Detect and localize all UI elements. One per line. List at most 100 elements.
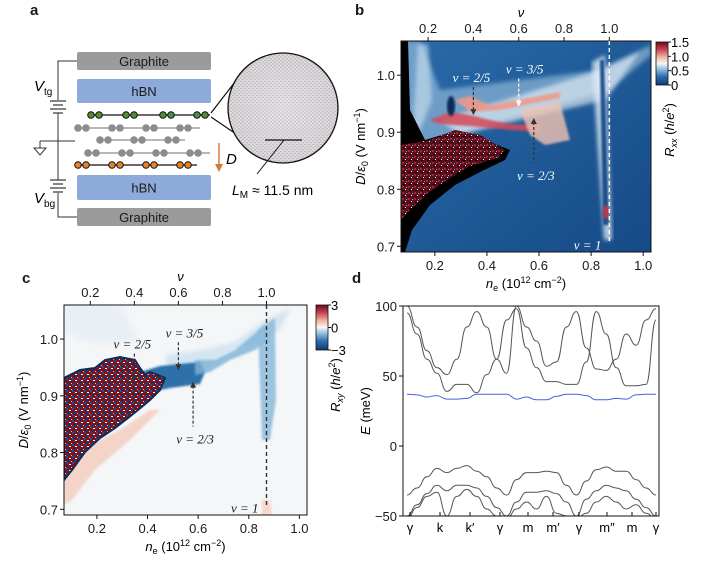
rxx-plot-frame — [400, 40, 652, 253]
arrow-down-icon — [131, 375, 138, 382]
annotation-nu: ν = 2/5 — [114, 337, 152, 382]
annotation-label: ν = 2/5 — [114, 337, 152, 352]
vtg-label: Vtg — [34, 78, 52, 98]
panel-label-d: d — [352, 270, 362, 287]
hbn-top-layer: hBN — [77, 79, 211, 103]
x-tick-label: 1.0 — [634, 258, 652, 273]
graphene-layer — [74, 124, 200, 132]
band-valence-2 — [406, 484, 657, 516]
battery-bottom-icon — [50, 179, 66, 193]
top-tick-label: 0.6 — [510, 21, 528, 36]
ground-icon — [32, 141, 48, 156]
x-axis-label: ne (1012 cm−2) — [486, 275, 566, 293]
band-conduction-2 — [406, 306, 657, 376]
rxx-colorbar — [655, 41, 669, 86]
graphene-layer — [87, 111, 210, 119]
y-tick-label: 1.0 — [377, 68, 395, 83]
top-tick-label: 0.8 — [213, 285, 231, 300]
annotation-label: ν = 2/3 — [517, 168, 555, 183]
y-tick-label: 0.9 — [377, 125, 395, 140]
y-tick-label: 0.9 — [40, 389, 58, 404]
k-point-label: m″ — [599, 520, 615, 535]
graphite-top-layer: Graphite — [77, 52, 211, 70]
annotation-label: ν = 1 — [574, 237, 602, 252]
d-label: D — [226, 151, 237, 168]
annotation-nu: ν = 2/5 — [453, 70, 491, 116]
colorbar-tick-label: 1.0 — [671, 49, 689, 64]
arrow-down-icon — [175, 364, 182, 371]
y-tick-label: 50 — [383, 369, 397, 384]
k-point-label: γ — [576, 520, 583, 535]
k-point-label: k — [437, 520, 444, 535]
y-tick-label: 100 — [375, 299, 397, 314]
annotation-label: ν = 2/5 — [453, 70, 491, 85]
graphene-layer — [96, 136, 185, 144]
top-tick-label: 0.4 — [125, 285, 143, 300]
x-axis-label: ne (1012 cm−2) — [145, 538, 225, 556]
band-valence-3 — [410, 488, 652, 516]
k-point-label: m — [627, 520, 638, 535]
k-point-label: m — [523, 520, 534, 535]
top-tick-label: 0.2 — [81, 285, 99, 300]
top-tick-label: 0.8 — [555, 21, 573, 36]
annotation-nu: ν = 2/3 — [517, 117, 555, 183]
arrow-down-icon — [515, 100, 522, 107]
top-tick-label: 0.4 — [464, 21, 482, 36]
k-point-label: γ — [407, 520, 414, 535]
colorbar-tick-label: −3 — [331, 343, 346, 358]
graphite-bottom-layer: Graphite — [77, 208, 211, 226]
x-tick-label: 0.2 — [426, 258, 444, 273]
panel-label-b: b — [355, 2, 365, 19]
circuit-wires — [40, 60, 77, 218]
colorbar-tick-label: 3 — [331, 298, 338, 313]
band-valence-1 — [406, 465, 657, 496]
band-plot-frame — [402, 305, 660, 517]
y-tick-label: 0.7 — [40, 502, 58, 517]
band-flat-band — [406, 393, 656, 401]
y-tick-label: 0.8 — [40, 446, 58, 461]
layer-label: hBN — [131, 181, 156, 196]
annotation-label: ν = 3/5 — [166, 325, 204, 340]
colorbar-tick-label: 0 — [331, 321, 338, 336]
moire-length-label: LM ≈ 11.5 nm — [232, 182, 313, 201]
displacement-arrow-icon — [215, 143, 223, 172]
x-tick-label: 0.2 — [88, 521, 106, 536]
y-axis-label: E (meV) — [358, 387, 373, 435]
panel-label-a: a — [30, 2, 39, 19]
layer-label: Graphite — [119, 54, 169, 69]
x-tick-label: 0.8 — [240, 521, 258, 536]
colorbar-tick-label: 0 — [671, 78, 678, 93]
y-tick-label: −50 — [375, 509, 397, 524]
k-point-label: m′ — [546, 520, 560, 535]
battery-top-icon — [50, 100, 66, 114]
top-axis-label: ν — [177, 269, 184, 284]
layer-label: hBN — [131, 84, 156, 99]
annotation-label: ν = 2/3 — [176, 432, 214, 447]
arrow-down-icon — [470, 109, 477, 116]
hbn-bottom-layer: hBN — [77, 175, 211, 200]
rxy-colorbar-label: Rxy (h/e2) — [327, 358, 345, 412]
y-tick-label: 0 — [390, 439, 397, 454]
annotation-label: ν = 1 — [231, 500, 259, 515]
annotation-nu: ν = 2/3 — [176, 381, 214, 447]
y-axis-label: D/ε0 (V nm−1) — [352, 108, 370, 185]
arrow-up-icon — [190, 381, 197, 388]
rxx-colorbar-label: Rxx (h/e2) — [661, 103, 679, 157]
top-tick-label: 1.0 — [257, 285, 275, 300]
top-tick-label: 0.2 — [419, 21, 437, 36]
x-tick-label: 0.4 — [138, 521, 156, 536]
x-tick-label: 0.8 — [582, 258, 600, 273]
annotation-nu: ν = 1 — [574, 41, 611, 252]
graphene-layer — [84, 149, 210, 157]
rxy-plot-frame — [63, 304, 308, 516]
top-tick-label: 0.6 — [169, 285, 187, 300]
top-tick-label: 1.0 — [600, 21, 618, 36]
annotation-nu: ν = 3/5 — [506, 62, 544, 107]
graphene-layer — [74, 161, 197, 169]
moire-zoom-circle — [210, 52, 339, 175]
top-axis-label: ν — [518, 5, 525, 20]
annotation-label: ν = 3/5 — [506, 62, 544, 77]
